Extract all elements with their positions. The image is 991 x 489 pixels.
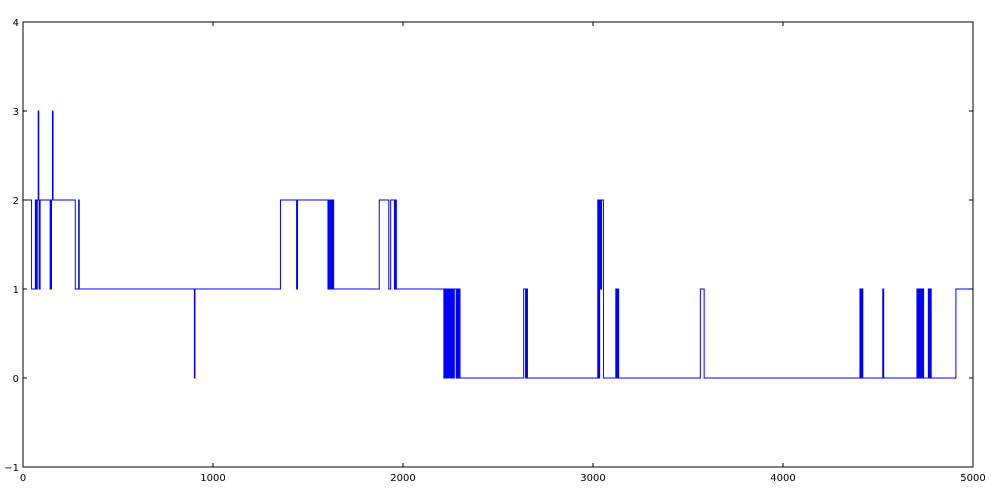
series-line-0 bbox=[23, 110, 973, 379]
x-tick-label: 1000 bbox=[200, 473, 225, 484]
y-tick-label: 4 bbox=[13, 18, 19, 29]
y-tick-label: 3 bbox=[13, 107, 19, 118]
x-tick-label: 2000 bbox=[390, 473, 415, 484]
x-tick-label: 3000 bbox=[580, 473, 605, 484]
x-tick-label: 4000 bbox=[770, 473, 795, 484]
x-tick-label: 0 bbox=[20, 473, 26, 484]
y-tick-label: 0 bbox=[13, 374, 19, 385]
y-tick-label: −1 bbox=[4, 463, 19, 474]
plot-frame bbox=[22, 21, 974, 468]
y-tick-label: 1 bbox=[13, 285, 19, 296]
x-tick-label: 5000 bbox=[960, 473, 985, 484]
series-layer bbox=[23, 110, 973, 379]
y-tick-label: 2 bbox=[13, 196, 19, 207]
